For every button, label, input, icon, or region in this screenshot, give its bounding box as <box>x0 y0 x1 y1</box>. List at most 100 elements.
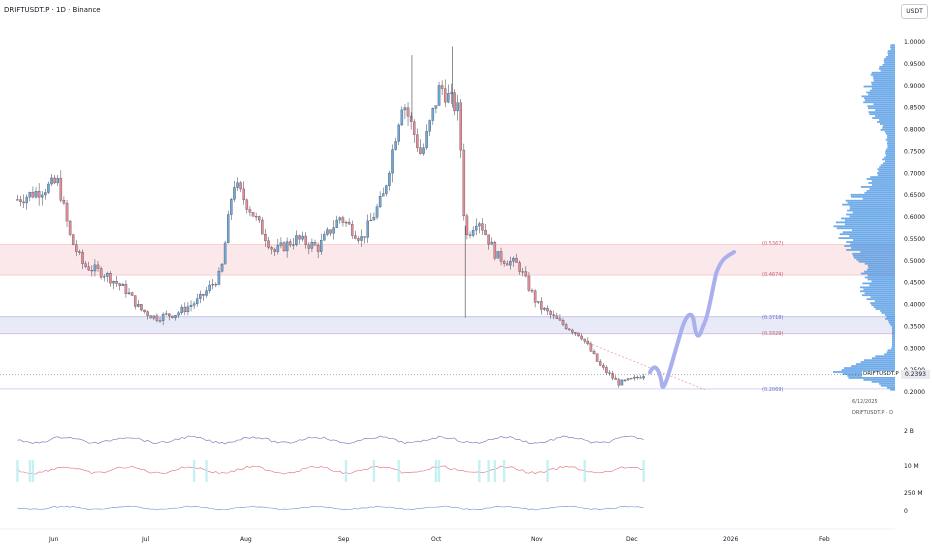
profile-bar <box>885 56 895 58</box>
candle-body <box>168 313 171 317</box>
indicator-highlight <box>205 460 208 482</box>
indicator-highlight <box>478 460 481 482</box>
candle-body <box>226 214 230 244</box>
candle-body <box>68 220 72 235</box>
candle-body <box>536 301 540 303</box>
profile-bar <box>880 164 895 167</box>
candle-body <box>443 88 447 103</box>
candle-body <box>44 192 47 196</box>
profile-bar <box>878 67 895 70</box>
profile-bar <box>852 252 895 255</box>
y-tick-label: 0.8500 <box>904 105 925 112</box>
profile-bar <box>887 136 895 139</box>
profile-bar <box>851 365 895 367</box>
candle-body <box>561 320 565 325</box>
info-series: DRIFTUSDT.P ⋅ D <box>852 410 894 416</box>
profile-bar <box>885 138 895 141</box>
profile-bar <box>869 188 895 190</box>
candle-body <box>453 92 456 112</box>
y-tick-label: 0.9500 <box>904 61 925 68</box>
profile-bar <box>858 260 895 263</box>
profile-bar <box>892 333 895 336</box>
profile-bar <box>877 174 895 177</box>
profile-bar <box>864 270 895 273</box>
indicator-highlight <box>16 460 19 482</box>
candle-body <box>59 177 63 201</box>
candle-body <box>16 199 19 201</box>
profile-bar <box>880 384 895 387</box>
candle-body <box>397 124 400 142</box>
profile-bar <box>888 319 895 322</box>
profile-bar <box>887 134 895 137</box>
candle-body <box>527 275 531 291</box>
profile-bar <box>867 268 895 271</box>
candle-body <box>245 199 249 210</box>
profile-bar <box>888 54 895 56</box>
y-tick-label: 0.5500 <box>904 236 925 243</box>
candle-body <box>558 318 562 321</box>
indicator-highlight <box>437 460 441 482</box>
candle-body <box>233 187 236 200</box>
candle-body <box>332 227 335 234</box>
profile-bar <box>873 103 895 106</box>
price-axis[interactable]: 1.0000 0.9500 0.9000 0.8500 0.8000 0.7500 0.70… <box>904 39 925 515</box>
profile-bar <box>890 323 895 326</box>
profile-bar <box>868 266 895 269</box>
chart-title: DRIFTUSDT.P · 1D · Binance <box>4 6 101 14</box>
candle-body <box>50 177 53 185</box>
candle-body <box>456 102 459 112</box>
profile-bar <box>886 148 895 151</box>
candle-body <box>152 315 156 319</box>
candle-body <box>636 376 639 379</box>
profile-bar <box>892 343 895 346</box>
profile-bar <box>887 144 895 147</box>
x-tick-label: Sep <box>338 536 350 543</box>
profile-bar <box>887 52 895 54</box>
profile-bar <box>870 73 895 76</box>
profile-bar <box>844 245 895 247</box>
candle-body <box>385 185 388 194</box>
profile-bar <box>868 111 895 114</box>
profile-bar <box>847 201 895 204</box>
candle-body <box>99 268 103 278</box>
y-tick-label: 0.6000 <box>904 214 925 221</box>
candle-body <box>338 217 342 221</box>
candle-body <box>205 290 208 296</box>
profile-bar <box>868 93 895 96</box>
profile-bar <box>892 345 895 348</box>
candle-body <box>22 201 25 204</box>
candle-body <box>273 249 276 252</box>
candle-body <box>357 238 360 241</box>
currency-button[interactable]: USDT <box>901 4 928 19</box>
profile-bar <box>864 276 895 279</box>
candle-body <box>56 177 59 184</box>
profile-bar <box>839 233 895 236</box>
candle-body <box>381 193 385 197</box>
profile-bar <box>853 256 895 259</box>
candle-body <box>354 235 357 239</box>
profile-bar <box>882 63 895 66</box>
candles-layer <box>16 46 645 388</box>
pane-scale-label: 2 B <box>904 428 914 435</box>
profile-bar <box>867 274 895 277</box>
time-axis[interactable]: Jun Jul Aug Sep Oct Nov Dec 2026 Feb <box>0 528 895 543</box>
projection-path[interactable] <box>648 250 736 389</box>
profile-bar <box>869 284 895 287</box>
profile-bar <box>885 132 895 135</box>
candle-body <box>40 194 44 198</box>
profile-bar <box>882 126 895 129</box>
profile-bar <box>879 119 895 121</box>
profile-bar <box>884 58 895 60</box>
y-tick-label: 0.4500 <box>904 280 925 287</box>
candle-body <box>617 379 621 386</box>
candle-body <box>307 244 311 249</box>
indicator-line-3 <box>17 505 644 511</box>
profile-bar <box>871 83 895 86</box>
indicator-highlight <box>546 460 549 482</box>
candle-body <box>468 234 472 236</box>
candle-body <box>434 105 438 109</box>
x-tick-label: Jun <box>48 536 59 543</box>
candle-body <box>130 292 134 296</box>
candle-body <box>143 309 146 312</box>
